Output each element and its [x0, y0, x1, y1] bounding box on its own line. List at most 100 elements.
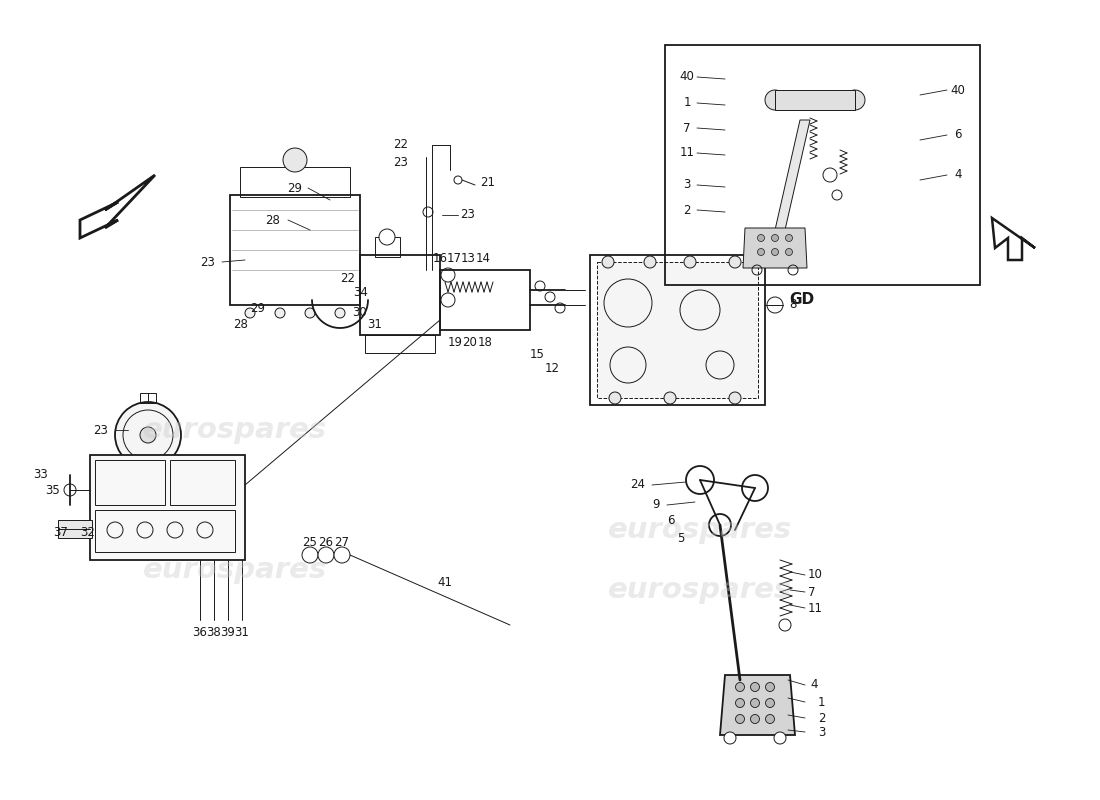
Circle shape — [767, 297, 783, 313]
Text: 27: 27 — [334, 535, 350, 549]
Text: 40: 40 — [950, 83, 966, 97]
Circle shape — [750, 698, 759, 707]
Circle shape — [779, 619, 791, 631]
Text: 31: 31 — [234, 626, 250, 638]
Circle shape — [686, 466, 714, 494]
Bar — [666, 45, 980, 285]
Circle shape — [245, 308, 255, 318]
Text: 3: 3 — [818, 726, 825, 738]
Polygon shape — [776, 120, 810, 230]
Bar — [597, 262, 758, 398]
Text: 19: 19 — [448, 335, 462, 349]
Circle shape — [275, 308, 285, 318]
Circle shape — [845, 90, 865, 110]
Text: 28: 28 — [265, 214, 280, 226]
Circle shape — [785, 249, 792, 255]
Circle shape — [736, 682, 745, 691]
Text: 34: 34 — [353, 286, 369, 298]
Text: eurospares: eurospares — [143, 556, 327, 584]
Text: 23: 23 — [94, 423, 108, 437]
Bar — [240, 167, 350, 197]
Circle shape — [664, 392, 676, 404]
Text: eurospares: eurospares — [608, 576, 792, 604]
Circle shape — [766, 714, 774, 723]
Polygon shape — [742, 228, 807, 268]
Text: 40: 40 — [680, 70, 694, 83]
Text: 1: 1 — [818, 695, 825, 709]
Text: 24: 24 — [630, 478, 645, 491]
Text: 23: 23 — [460, 209, 475, 222]
Circle shape — [832, 190, 842, 200]
Text: 26: 26 — [319, 535, 333, 549]
Text: 32: 32 — [80, 526, 95, 539]
Text: 30: 30 — [353, 306, 367, 318]
Text: 33: 33 — [33, 469, 48, 482]
Circle shape — [758, 249, 764, 255]
Bar — [590, 255, 764, 405]
Text: 5: 5 — [678, 531, 685, 545]
Circle shape — [764, 90, 785, 110]
Text: 39: 39 — [221, 626, 235, 638]
Circle shape — [116, 402, 182, 468]
Bar — [230, 195, 360, 305]
Text: 4: 4 — [955, 169, 961, 182]
Circle shape — [336, 308, 345, 318]
Text: 16: 16 — [432, 251, 448, 265]
Circle shape — [684, 256, 696, 268]
Text: GD: GD — [790, 293, 815, 307]
Bar — [95, 460, 165, 505]
Text: 37: 37 — [53, 526, 68, 539]
Text: 17: 17 — [447, 251, 462, 265]
Text: 7: 7 — [683, 122, 691, 134]
Text: 2: 2 — [683, 203, 691, 217]
Circle shape — [724, 732, 736, 744]
Text: 13: 13 — [461, 251, 475, 265]
Circle shape — [750, 682, 759, 691]
Text: 4: 4 — [810, 678, 817, 691]
Text: 22: 22 — [340, 271, 355, 285]
Text: 38: 38 — [207, 626, 221, 638]
Bar — [140, 393, 156, 403]
Circle shape — [750, 714, 759, 723]
Polygon shape — [80, 175, 155, 238]
Text: 23: 23 — [393, 155, 408, 169]
Text: 1: 1 — [683, 97, 691, 110]
Text: 41: 41 — [438, 575, 452, 589]
Text: 12: 12 — [544, 362, 560, 374]
Text: 18: 18 — [477, 335, 493, 349]
Text: 29: 29 — [287, 182, 303, 194]
Circle shape — [318, 547, 334, 563]
Bar — [776, 90, 855, 110]
Text: 28: 28 — [233, 318, 248, 331]
Circle shape — [742, 475, 768, 501]
Circle shape — [785, 234, 792, 242]
Bar — [95, 510, 235, 552]
Circle shape — [729, 256, 741, 268]
Bar — [360, 255, 440, 335]
Bar — [90, 455, 245, 560]
Circle shape — [305, 308, 315, 318]
Text: 23: 23 — [200, 255, 214, 269]
Text: 21: 21 — [480, 177, 495, 190]
Text: 36: 36 — [192, 626, 208, 638]
Text: 8: 8 — [790, 298, 796, 311]
Text: 9: 9 — [652, 498, 660, 511]
Text: 6: 6 — [668, 514, 675, 526]
Bar — [375, 237, 400, 257]
Circle shape — [379, 229, 395, 245]
Text: 11: 11 — [680, 146, 694, 159]
Circle shape — [283, 148, 307, 172]
Text: 11: 11 — [808, 602, 823, 614]
Text: 15: 15 — [529, 349, 544, 362]
Circle shape — [771, 249, 779, 255]
Circle shape — [302, 547, 318, 563]
Circle shape — [609, 392, 622, 404]
Text: 10: 10 — [808, 569, 823, 582]
Text: 3: 3 — [683, 178, 691, 191]
Text: 6: 6 — [955, 129, 961, 142]
Circle shape — [644, 256, 656, 268]
Circle shape — [766, 682, 774, 691]
Text: eurospares: eurospares — [608, 516, 792, 544]
Polygon shape — [720, 675, 795, 735]
Circle shape — [729, 392, 741, 404]
